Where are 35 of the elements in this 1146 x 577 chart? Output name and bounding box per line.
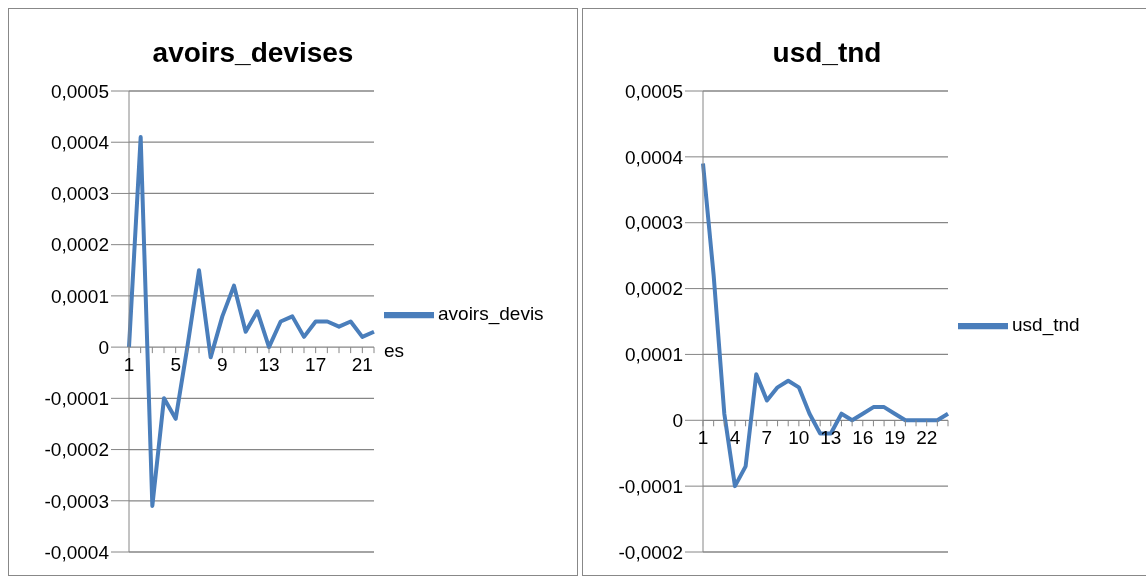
x-tick-label: 19 — [884, 427, 906, 449]
y-tick-label: 0,0005 — [50, 80, 109, 102]
y-tick-label: -0,0002 — [618, 541, 683, 563]
y-tick-label: 0,0001 — [50, 285, 109, 307]
y-tick-label: -0,0001 — [44, 388, 109, 410]
y-tick-label: 0,0002 — [50, 234, 109, 256]
x-tick-label: 21 — [351, 354, 373, 376]
x-tick-label: 16 — [852, 427, 874, 449]
x-tick-label: 10 — [788, 427, 810, 449]
y-tick-label: -0,0004 — [44, 541, 110, 563]
x-tick-label: 17 — [305, 354, 327, 376]
chart-title: usd_tnd — [771, 36, 883, 70]
text: avoirs_devises — [151, 36, 355, 70]
y-tick-label: -0,0003 — [44, 490, 109, 512]
x-tick-label: 1 — [697, 427, 709, 449]
x-tick-label: 7 — [761, 427, 773, 449]
x-tick-label: 9 — [217, 354, 228, 376]
legend-label: usd_tnd — [1012, 314, 1080, 336]
y-tick-label: 0,0003 — [50, 183, 109, 205]
y-tick-label: 0,0001 — [624, 344, 683, 366]
y-tick-label: 0,0002 — [624, 278, 683, 300]
x-tick-label: 4 — [729, 427, 741, 449]
text: avoirs_devises — [384, 303, 544, 361]
y-tick-label: 0 — [672, 410, 683, 432]
x-tick-label: 1 — [123, 354, 135, 376]
y-tick-label: 0,0004 — [624, 146, 684, 168]
x-tick-label: 5 — [170, 354, 181, 376]
y-tick-label: 0,0004 — [50, 131, 110, 153]
y-tick-label: 0 — [98, 336, 109, 358]
y-tick-label: 0,0005 — [624, 80, 683, 102]
y-tick-label: -0,0001 — [618, 475, 683, 497]
x-tick-label: 22 — [916, 427, 938, 449]
y-tick-label: -0,0002 — [44, 439, 109, 461]
y-tick-label: 0,0003 — [624, 212, 683, 234]
x-tick-label: 13 — [258, 354, 280, 376]
